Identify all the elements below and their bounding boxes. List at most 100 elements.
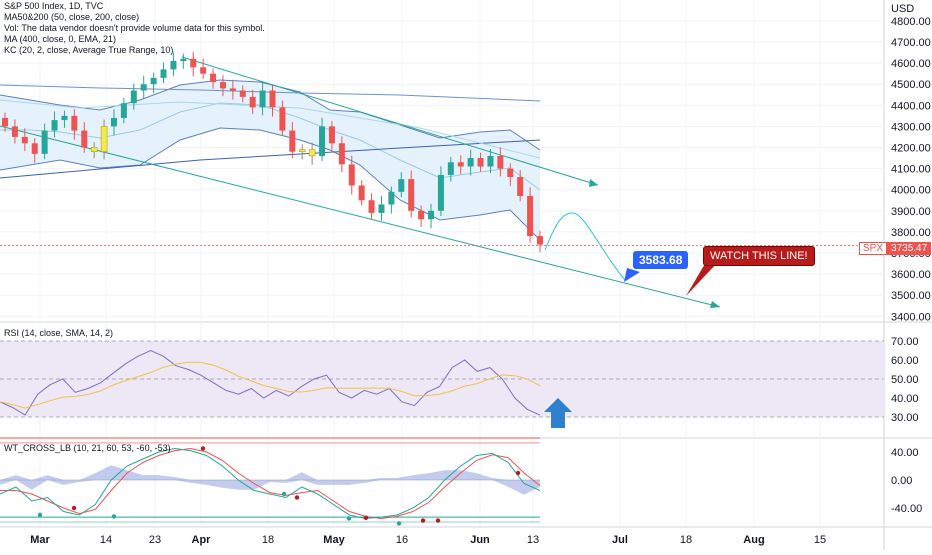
candle bbox=[120, 97, 127, 124]
candle bbox=[150, 72, 157, 94]
candle-body bbox=[487, 155, 494, 167]
rsi-axis-tick: 50.00 bbox=[891, 374, 919, 386]
candle-body bbox=[21, 136, 28, 144]
time-axis-label: Jun bbox=[470, 534, 490, 546]
last-price-symbol: SPX bbox=[859, 242, 888, 255]
candle bbox=[308, 142, 316, 166]
candle bbox=[90, 142, 98, 159]
candle bbox=[229, 79, 236, 100]
indicator-ma400[interactable]: MA (400, close, 0, EMA, 21) bbox=[4, 34, 117, 44]
last-price-badge: SPX 3735.47 bbox=[859, 242, 932, 255]
price-axis-tick: 3500.00 bbox=[891, 290, 931, 302]
candle-body bbox=[368, 200, 375, 213]
candle-body bbox=[259, 90, 266, 108]
time-axis-label: 18 bbox=[262, 534, 274, 546]
candle-body bbox=[180, 58, 187, 61]
time-axis-label: 13 bbox=[527, 534, 539, 546]
candle bbox=[487, 148, 494, 174]
candle bbox=[428, 203, 435, 229]
candle-body bbox=[120, 103, 127, 118]
wt1-line bbox=[0, 447, 541, 520]
candle bbox=[527, 187, 534, 243]
candle-body bbox=[477, 158, 484, 167]
candle bbox=[41, 123, 48, 160]
candle bbox=[457, 155, 464, 175]
candle-body bbox=[537, 236, 543, 245]
candle bbox=[517, 170, 524, 202]
rsi-legend[interactable]: RSI (14, close, SMA, 14, 2) bbox=[4, 328, 114, 338]
price-axis-tick: 4200.00 bbox=[891, 143, 931, 155]
wt-cross-dot bbox=[71, 505, 77, 511]
wt-cross-dot bbox=[420, 518, 426, 523]
candle bbox=[140, 75, 147, 99]
indicator-ma50-200[interactable]: MA50&200 (50, close, 200, close) bbox=[4, 12, 140, 22]
wt-cross-dot bbox=[515, 470, 521, 476]
candle bbox=[338, 136, 345, 173]
channel-lower-line bbox=[0, 125, 721, 308]
candle bbox=[319, 117, 326, 162]
candle-body bbox=[517, 177, 524, 197]
time-axis-label: Apr bbox=[192, 534, 212, 546]
candle-body bbox=[90, 147, 98, 152]
wt-cross-dot bbox=[435, 518, 441, 523]
wt-cross-dot bbox=[294, 495, 300, 500]
chart-legend: S&P 500 Index, 1D, TVC MA50&200 (50, clo… bbox=[4, 1, 265, 56]
candle bbox=[51, 111, 58, 138]
candle-body bbox=[457, 162, 464, 167]
rsi-axis-tick: 30.00 bbox=[891, 412, 919, 424]
candle-body bbox=[408, 179, 415, 211]
ma50-line bbox=[0, 99, 541, 159]
candle bbox=[61, 110, 68, 128]
candle-body bbox=[229, 88, 236, 91]
candle-body bbox=[210, 73, 217, 83]
candle-body bbox=[447, 162, 454, 175]
candle bbox=[130, 83, 137, 110]
rsi-ma-line bbox=[0, 361, 541, 409]
wt-legend[interactable]: WT_CROSS_LB (10, 21, 60, 53, -60, -53) bbox=[4, 443, 171, 453]
candle bbox=[437, 166, 444, 217]
candle-body bbox=[31, 143, 38, 154]
candle bbox=[408, 170, 415, 218]
symbol-title: S&P 500 Index, 1D, TVC bbox=[4, 1, 104, 11]
price-axis-currency: USD bbox=[891, 3, 914, 15]
channel-upper-line bbox=[181, 56, 599, 186]
candle-body bbox=[130, 90, 137, 104]
candle bbox=[259, 81, 266, 116]
candle-body bbox=[328, 126, 335, 144]
candle bbox=[537, 230, 543, 253]
candle bbox=[2, 112, 8, 132]
wt-cross-dot bbox=[111, 514, 117, 519]
candle-body bbox=[239, 90, 246, 97]
candle-body bbox=[437, 174, 444, 211]
candle-body bbox=[388, 191, 395, 205]
candle-body bbox=[150, 77, 157, 85]
watch-callout-pointer bbox=[686, 262, 718, 296]
rsi-axis-tick: 40.00 bbox=[891, 393, 919, 405]
candle bbox=[289, 121, 296, 159]
indicator-kc[interactable]: KC (20, 2, close, Average True Range, 10… bbox=[4, 45, 174, 55]
candle bbox=[467, 149, 474, 176]
candle-body bbox=[2, 117, 8, 127]
time-axis-label: Mar bbox=[30, 534, 50, 546]
wt2-line bbox=[0, 447, 541, 520]
candle-body bbox=[497, 155, 504, 169]
time-axis-label: 23 bbox=[149, 534, 161, 546]
price-axis-tick: 3900.00 bbox=[891, 206, 931, 218]
time-axis-label: 18 bbox=[680, 534, 692, 546]
indicator-volume[interactable]: Vol: The data vendor doesn't provide vol… bbox=[4, 23, 265, 33]
wt-cross-dot bbox=[363, 515, 369, 520]
price-axis-tick: 4800.00 bbox=[891, 16, 931, 28]
candle-body bbox=[219, 82, 226, 89]
price-axis-tick: 4600.00 bbox=[891, 58, 931, 70]
candle-body bbox=[61, 115, 68, 121]
candle bbox=[170, 52, 177, 76]
price-axis-tick: 4300.00 bbox=[891, 121, 931, 133]
candle bbox=[348, 155, 355, 195]
up-arrow-icon bbox=[544, 398, 572, 428]
ma400-line bbox=[0, 139, 541, 179]
candle-body bbox=[428, 210, 435, 220]
ma200-line bbox=[0, 84, 541, 102]
channel-upper-arrowhead bbox=[589, 179, 598, 187]
